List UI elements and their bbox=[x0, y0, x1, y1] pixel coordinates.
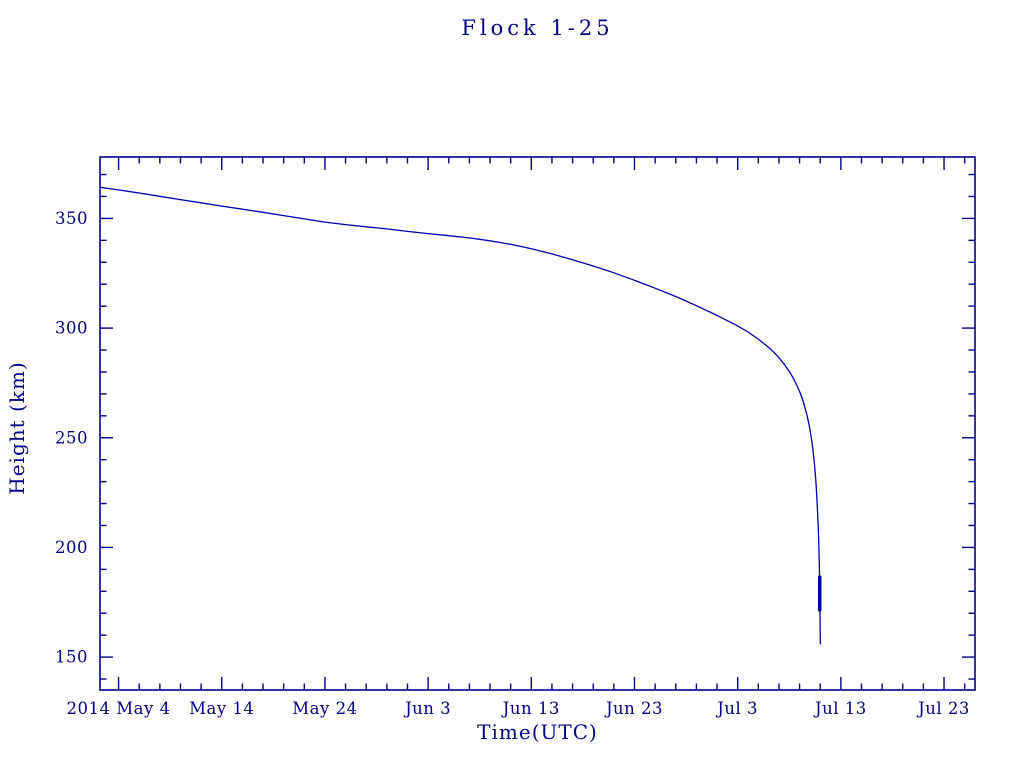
y-minor-ticks bbox=[100, 173, 975, 680]
y-tick-label: 250 bbox=[55, 428, 88, 447]
y-tick-label: 200 bbox=[55, 538, 88, 557]
x-major-ticks bbox=[117, 157, 945, 690]
y-major-ticks bbox=[100, 217, 975, 658]
x-tick-labels: 2014 May 4 May 14 May 24 Jun 3 Jun 13 Jun 23 J… bbox=[67, 699, 970, 718]
x-tick-label: Jul 23 bbox=[916, 699, 970, 718]
chart-title: Flock 1-25 bbox=[461, 16, 614, 40]
x-tick-label: May 24 bbox=[292, 699, 357, 718]
x-tick-label: 2014 May 4 bbox=[67, 699, 171, 718]
x-tick-label: May 14 bbox=[189, 699, 254, 718]
x-minor-ticks bbox=[138, 157, 966, 690]
y-tick-labels: 150 200 250 300 350 bbox=[55, 209, 88, 667]
y-tick-label: 350 bbox=[55, 209, 88, 228]
y-tick-label: 300 bbox=[55, 319, 88, 338]
x-tick-label: Jul 3 bbox=[715, 699, 758, 718]
y-tick-label: 150 bbox=[55, 648, 88, 667]
plot-frame bbox=[99, 156, 976, 691]
height-series-line bbox=[99, 186, 822, 645]
x-tick-label: Jun 23 bbox=[604, 699, 663, 718]
height-series bbox=[99, 186, 822, 645]
x-tick-label: Jun 3 bbox=[403, 699, 451, 718]
x-tick-label: Jun 13 bbox=[501, 699, 560, 718]
x-axis-label: Time(UTC) bbox=[477, 720, 598, 744]
x-tick-label: Jul 13 bbox=[813, 699, 867, 718]
